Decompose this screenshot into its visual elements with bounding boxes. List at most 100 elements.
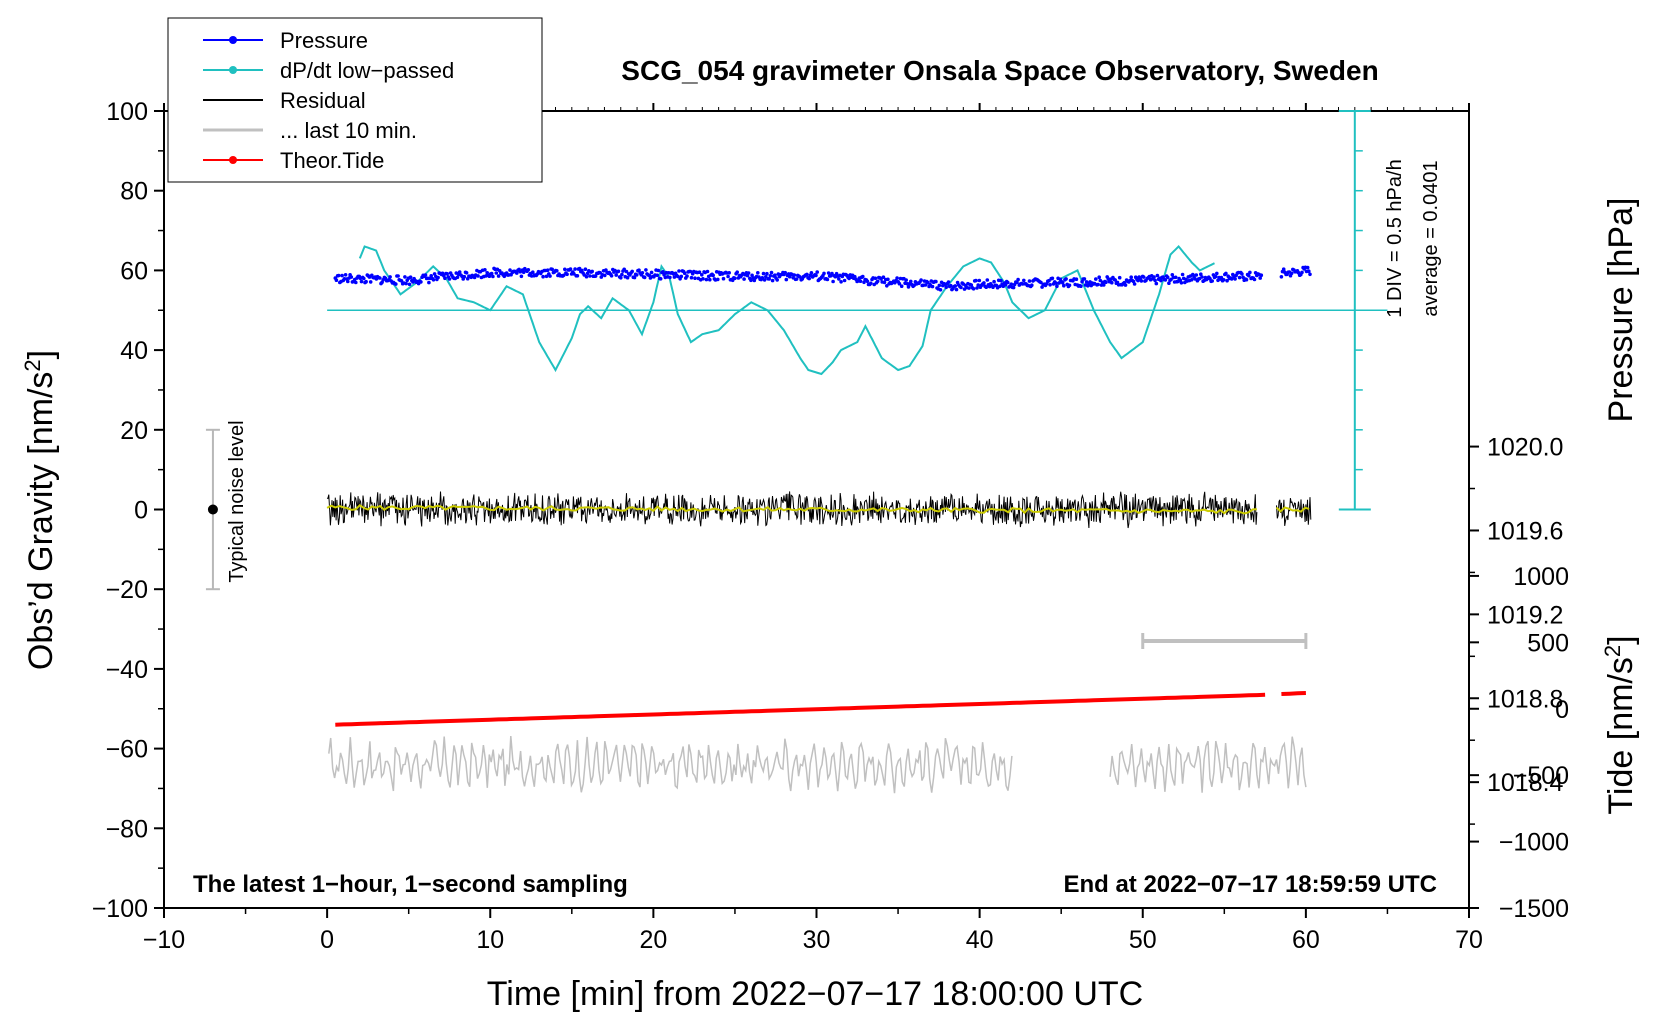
pressure-point: [378, 276, 382, 280]
pressure-point: [938, 288, 943, 292]
pressure-point: [1113, 278, 1117, 282]
noise-bar-label: Typical noise level: [226, 420, 248, 582]
pressure-point: [661, 270, 665, 274]
tide-tick-label: 1000: [1513, 563, 1569, 591]
pressure-point: [949, 283, 953, 288]
pressure-point: [999, 278, 1003, 283]
pressure-point: [934, 279, 938, 284]
pressure-point: [555, 269, 559, 273]
annotation-left: The latest 1−hour, 1−second sampling: [193, 871, 628, 898]
pressure-point: [593, 274, 598, 278]
pressure-average-label: average = 0.0401: [1420, 160, 1442, 316]
pressure-point: [765, 271, 769, 276]
residual-smoothed-line: [326, 504, 1257, 515]
pressure-point: [603, 273, 607, 278]
pressure-point: [545, 268, 550, 273]
pressure-point: [805, 272, 809, 277]
pressure-point: [548, 274, 552, 278]
pressure-point: [814, 273, 818, 278]
y-axis-label-pressure: Pressure [hPa]: [1602, 198, 1640, 423]
pressure-point: [1082, 277, 1087, 281]
pressure-point: [396, 274, 400, 278]
pressure-point: [783, 270, 787, 275]
pressure-point: [1022, 278, 1026, 283]
pressure-point: [858, 279, 863, 284]
pressure-point: [508, 268, 512, 272]
tide-series-line: [1281, 691, 1306, 696]
pressure-point: [768, 274, 773, 278]
pressure-point: [697, 270, 702, 275]
pressure-point: [1163, 278, 1168, 282]
pressure-point: [984, 285, 988, 290]
pressure-point: [1050, 276, 1055, 281]
pressure-point: [436, 275, 440, 280]
pressure-point: [882, 280, 887, 285]
pressure-point: [340, 273, 344, 278]
legend-swatch-marker: [229, 36, 237, 44]
pressure-point: [784, 277, 789, 282]
x-tick-label: 30: [803, 926, 831, 954]
pressure-point: [1079, 284, 1083, 289]
pressure-point: [655, 273, 660, 278]
y-tick-label: 0: [134, 497, 148, 525]
pressure-point: [1110, 280, 1114, 285]
pressure-point: [1258, 276, 1262, 280]
pressure-point: [1155, 273, 1160, 278]
pressure-point: [992, 279, 996, 284]
x-tick-label: 70: [1455, 926, 1483, 954]
pressure-point: [839, 280, 843, 284]
pressure-point: [1048, 283, 1052, 287]
pressure-point: [677, 269, 681, 273]
pressure-point: [1300, 270, 1304, 275]
pressure-point: [726, 274, 730, 279]
pressure-point: [1189, 278, 1194, 282]
pressure-point: [1153, 278, 1157, 283]
pressure-point: [647, 273, 652, 278]
pressure-point: [563, 267, 567, 272]
pressure-point: [1167, 281, 1171, 286]
legend-label: Pressure: [280, 28, 368, 53]
pressure-point: [399, 279, 404, 283]
pressure-point: [923, 283, 928, 287]
x-tick-label: 60: [1292, 926, 1320, 954]
pressure-point: [985, 278, 990, 282]
pressure-point: [419, 280, 423, 284]
tide-tick-labels: 1000 500 0 −500 −1000 −1500: [1499, 563, 1569, 923]
pressure-point: [733, 276, 737, 281]
pressure-point: [1016, 277, 1020, 282]
pressure-point: [1170, 273, 1175, 277]
pressure-point: [568, 267, 573, 271]
legend-swatch-marker: [229, 156, 237, 164]
pressure-point: [491, 274, 495, 279]
pressure-point: [541, 274, 545, 279]
pressure-tick-labels: 1020.0 1019.6 1019.2 1018.8 1018.4: [1487, 434, 1564, 798]
pressure-point: [1199, 272, 1203, 277]
pressure-point: [1006, 280, 1010, 285]
pressure-point: [767, 277, 771, 281]
pressure-point: [427, 280, 431, 285]
pressure-point: [622, 267, 626, 272]
pressure-point: [1233, 277, 1237, 281]
tide-tick-label: 0: [1555, 696, 1569, 724]
y-tick-label: 80: [120, 178, 148, 206]
pressure-point: [1215, 271, 1219, 276]
pressure-point: [609, 274, 614, 278]
pressure-point: [969, 283, 974, 287]
pressure-point: [773, 273, 777, 278]
pressure-point: [742, 277, 746, 281]
pressure-point: [909, 279, 913, 284]
y-tick-label: −20: [106, 576, 148, 604]
pressure-point: [1141, 275, 1146, 279]
pressure-point: [583, 267, 588, 272]
tide-tick-label: 500: [1527, 629, 1569, 657]
pressure-point: [1015, 280, 1019, 285]
pressure-point: [644, 268, 648, 272]
pressure-point: [1307, 269, 1311, 274]
pressure-point: [689, 275, 694, 280]
pressure-point: [944, 285, 948, 290]
dpdt-series-line: [358, 245, 1215, 376]
pressure-point: [1102, 283, 1106, 287]
pressure-point: [1055, 284, 1059, 289]
y-tick-label: −80: [106, 815, 148, 843]
pressure-point: [590, 269, 594, 274]
